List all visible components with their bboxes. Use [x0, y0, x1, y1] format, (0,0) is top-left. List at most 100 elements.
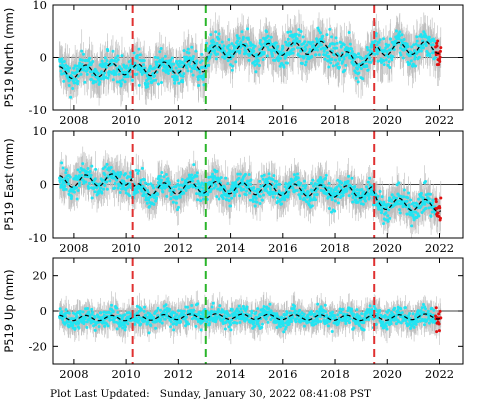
data-point [373, 307, 377, 311]
data-point [399, 194, 403, 198]
plot-last-updated: Plot Last Updated: Sunday, January 30, 2… [0, 388, 481, 400]
data-point [200, 181, 204, 185]
x-tick-label: 2018 [320, 367, 349, 381]
data-point [118, 191, 122, 195]
data-point [69, 95, 73, 99]
data-point [291, 51, 295, 55]
data-point [145, 71, 149, 75]
data-point [177, 81, 181, 85]
data-point [195, 317, 199, 321]
data-point [406, 196, 410, 200]
data-point [377, 207, 381, 211]
data-point [156, 181, 160, 185]
data-point [135, 72, 139, 76]
data-point [350, 47, 354, 51]
data-point [257, 324, 261, 328]
data-point [324, 176, 328, 180]
data-point [292, 307, 296, 311]
data-point [307, 203, 311, 207]
data-point [329, 187, 333, 191]
data-point [190, 173, 194, 177]
data-point [182, 309, 186, 313]
data-point [195, 192, 199, 196]
data-point [213, 310, 217, 314]
data-point [223, 327, 227, 331]
data-point [63, 177, 67, 181]
data-point [331, 64, 335, 68]
data-point [160, 321, 164, 325]
data-point [106, 324, 110, 328]
data-point [220, 40, 224, 44]
data-point [327, 186, 331, 190]
data-point [202, 83, 206, 87]
data-point [114, 56, 118, 60]
data-point [200, 59, 204, 63]
data-point [428, 54, 432, 58]
data-point [201, 77, 205, 81]
data-point [333, 314, 337, 318]
data-point [136, 190, 140, 194]
data-point [139, 322, 143, 326]
data-point [174, 201, 178, 205]
data-point [293, 40, 297, 44]
data-point [188, 64, 192, 68]
data-point [427, 206, 431, 210]
data-point [109, 165, 113, 169]
data-point [221, 322, 225, 326]
data-point [143, 305, 147, 309]
data-point [346, 309, 350, 313]
data-point [339, 311, 343, 315]
data-point [366, 68, 370, 72]
data-point [255, 200, 259, 204]
data-point [257, 187, 261, 191]
data-point [215, 169, 219, 173]
y-tick-label: 0 [40, 304, 47, 318]
data-point [111, 49, 115, 53]
data-point [360, 187, 364, 191]
data-point [200, 65, 204, 69]
data-point [382, 59, 386, 63]
data-point [217, 32, 221, 36]
data-point [315, 192, 319, 196]
data-point [429, 214, 433, 218]
data-point [256, 59, 260, 63]
data-point [338, 58, 342, 62]
data-point [218, 188, 222, 192]
data-point [100, 191, 104, 195]
data-point [233, 191, 237, 195]
recent-point [434, 306, 438, 310]
data-point [415, 35, 419, 39]
data-point [238, 49, 242, 53]
footer-label: Plot Last Updated: [50, 388, 150, 400]
data-point [417, 48, 421, 52]
data-point [414, 322, 418, 326]
panel-1: 2008 2010 2012 2014 2016 2018 2020 2022 -10 0 10 P5… [2, 0, 464, 127]
data-point [282, 330, 286, 334]
data-point [160, 170, 164, 174]
data-point [217, 197, 221, 201]
data-point [119, 172, 123, 176]
data-point [114, 72, 118, 76]
data-point [390, 193, 394, 197]
data-point [257, 64, 261, 68]
data-point [414, 42, 418, 46]
data-point [325, 33, 329, 37]
data-point [361, 202, 365, 206]
data-point [281, 46, 285, 50]
data-point [284, 54, 288, 58]
data-point [363, 314, 367, 318]
data-point [153, 55, 157, 59]
data-point [239, 188, 243, 192]
data-point [106, 76, 110, 80]
data-point [186, 305, 190, 309]
data-point [154, 326, 158, 330]
data-point [88, 315, 92, 319]
recent-point [437, 312, 441, 316]
data-point [236, 39, 240, 43]
data-point [291, 35, 295, 39]
data-point [420, 211, 424, 215]
data-point [76, 189, 80, 193]
data-point [276, 44, 280, 48]
data-point [399, 46, 403, 50]
data-point [148, 204, 152, 208]
